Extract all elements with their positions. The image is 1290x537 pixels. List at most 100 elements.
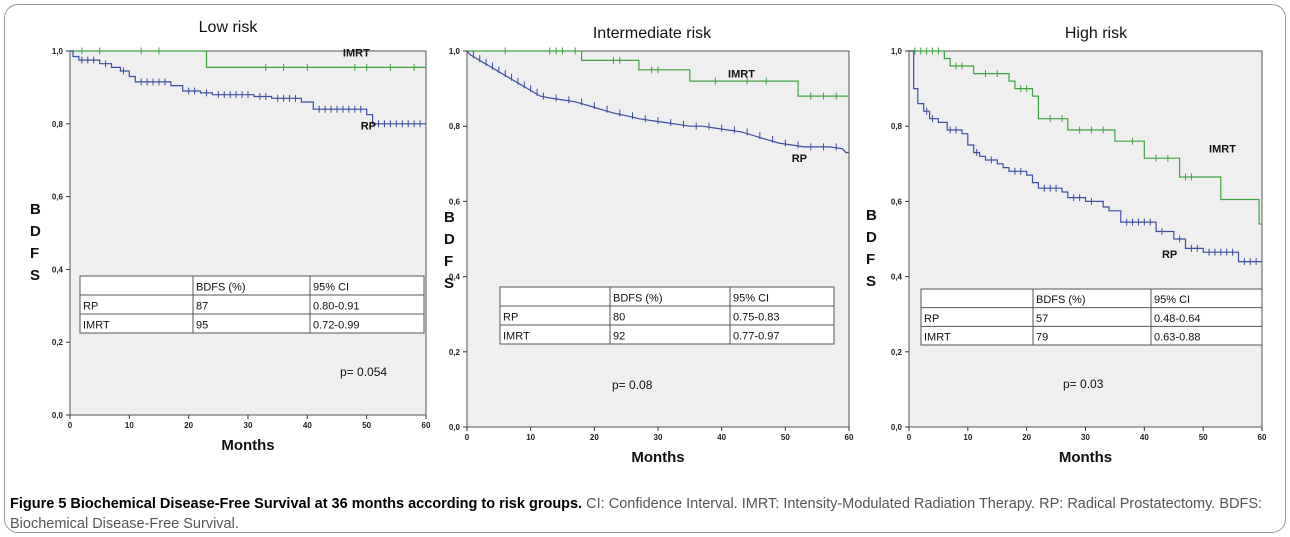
table-cell: 57 [1036,313,1048,325]
table-header-cell: BDFS (%) [1036,294,1086,306]
chart-panel-2: Intermediate risk 0,0 0,2 0,4 0,6 0,8 1,0 0 10 20… [444,25,854,466]
table-cell: RP [924,313,939,325]
table-cell: 95 [196,320,208,332]
x-tick-label: 40 [717,433,726,442]
x-tick-label: 30 [244,421,253,430]
x-tick-label: 50 [362,421,371,430]
series-line-imrt [467,50,849,97]
x-tick-label: 10 [125,421,134,430]
x-axis-label: Months [1059,449,1112,466]
series-label: IMRT [343,47,370,59]
plot-area [908,50,1263,428]
series-label: IMRT [728,68,755,80]
x-tick-label: 60 [422,421,431,430]
table-cell: 0.77-0.97 [733,331,779,343]
y-tick-label: 0,6 [52,193,64,202]
results-table: BDFS (%) 95% CI RP 87 0.80-0.91 IMRT 95 0.72-0.… [79,275,425,334]
x-tick-label: 40 [303,421,312,430]
y-tick-label: 0,4 [52,265,64,274]
y-tick-label: 0,0 [449,423,461,432]
table-header-cell: 95% CI [1154,294,1190,306]
y-tick-label: 0,4 [891,273,903,282]
table-cell: 79 [1036,332,1048,344]
y-tick-label: 0,2 [52,338,64,347]
table-header-cell: BDFS (%) [196,282,246,294]
plot-area [466,50,850,428]
p-value: p= 0.08 [612,378,653,392]
chart-panel-1: Low risk 0,0 0,2 0,4 0,6 0,8 1,0 0 10 20 30 40 50 60 M… [30,19,431,454]
results-table: BDFS (%) 95% CI RP 57 0.48-0.64 IMRT 79 0.63-0.… [920,288,1263,346]
x-tick-label: 20 [1022,433,1031,442]
x-tick-label: 50 [1199,433,1208,442]
table-box [499,286,835,345]
table-cell: 0.48-0.64 [1154,313,1200,325]
y-axis-label-letter: D [30,223,41,240]
y-axis-label-letter: D [444,231,455,248]
results-table: BDFS (%) 95% CI RP 80 0.75-0.83 IMRT 92 0.77-0.… [499,286,835,345]
x-axis-label: Months [221,437,274,454]
x-axis-label: Months [631,449,684,466]
table-cell: RP [83,301,98,313]
chart-title: Intermediate risk [593,25,712,42]
chart-panel-3: High risk 0,0 0,2 0,4 0,6 0,8 1,0 0 10 20 30 40 50 60… [866,25,1267,466]
series-label: RP [792,153,807,165]
table-cell: IMRT [503,331,530,343]
y-tick-label: 0,2 [449,348,461,357]
table-cell: 80 [613,312,625,324]
table-cell: RP [503,312,518,324]
series-line-rp [70,50,426,125]
y-axis-label-letter: F [866,251,875,268]
table-cell: 0.63-0.88 [1154,332,1200,344]
y-axis-label-letter: B [444,209,455,226]
table-header-cell: 95% CI [313,282,349,294]
x-tick-label: 60 [845,433,854,442]
figure-caption: Figure 5 Biochemical Disease-Free Surviv… [10,494,1275,534]
y-tick-label: 0,6 [891,197,903,206]
x-tick-label: 50 [781,433,790,442]
table-header-cell: BDFS (%) [613,293,663,305]
figure-frame [4,4,1286,533]
series-label: RP [1162,249,1177,261]
y-tick-label: 0,0 [891,423,903,432]
x-tick-label: 10 [526,433,535,442]
x-tick-label: 30 [654,433,663,442]
x-tick-label: 60 [1258,433,1267,442]
y-tick-label: 0,6 [449,197,461,206]
caption-title: Figure 5 Biochemical Disease-Free Surviv… [10,496,583,512]
plot-area [69,50,427,416]
table-cell: 87 [196,301,208,313]
y-tick-label: 1,0 [891,47,903,56]
table-cell: IMRT [83,320,110,332]
x-tick-label: 20 [184,421,193,430]
p-value: p= 0.054 [340,365,387,379]
y-axis-label-letter: S [444,275,454,292]
y-tick-label: 1,0 [449,47,461,56]
x-tick-label: 0 [68,421,73,430]
series-line-imrt [70,50,426,68]
series-line-rp [909,50,1262,263]
table-box [920,288,1263,346]
caption-body: CI: Confidence Interval. IMRT: Intensity… [10,496,1263,532]
x-tick-label: 10 [963,433,972,442]
y-tick-label: 0,8 [449,122,461,131]
x-tick-label: 20 [590,433,599,442]
y-tick-label: 0,8 [891,122,903,131]
y-tick-label: 0,4 [449,273,461,282]
table-cell: 0.72-0.99 [313,320,359,332]
y-axis-label-letter: B [30,201,41,218]
y-axis-label-letter: D [866,229,877,246]
table-cell: IMRT [924,332,951,344]
x-tick-label: 0 [907,433,912,442]
table-cell: 0.80-0.91 [313,301,359,313]
x-tick-label: 40 [1140,433,1149,442]
y-tick-label: 1,0 [52,47,64,56]
y-axis-label-letter: S [30,267,40,284]
series-line-rp [466,50,849,154]
p-value: p= 0.03 [1063,377,1104,391]
series-label: RP [361,120,376,132]
y-axis-label-letter: F [444,253,453,270]
y-axis-label-letter: F [30,245,39,262]
series-label: IMRT [1209,144,1236,156]
y-tick-label: 0,0 [52,411,64,420]
chart-title: Low risk [199,19,259,36]
